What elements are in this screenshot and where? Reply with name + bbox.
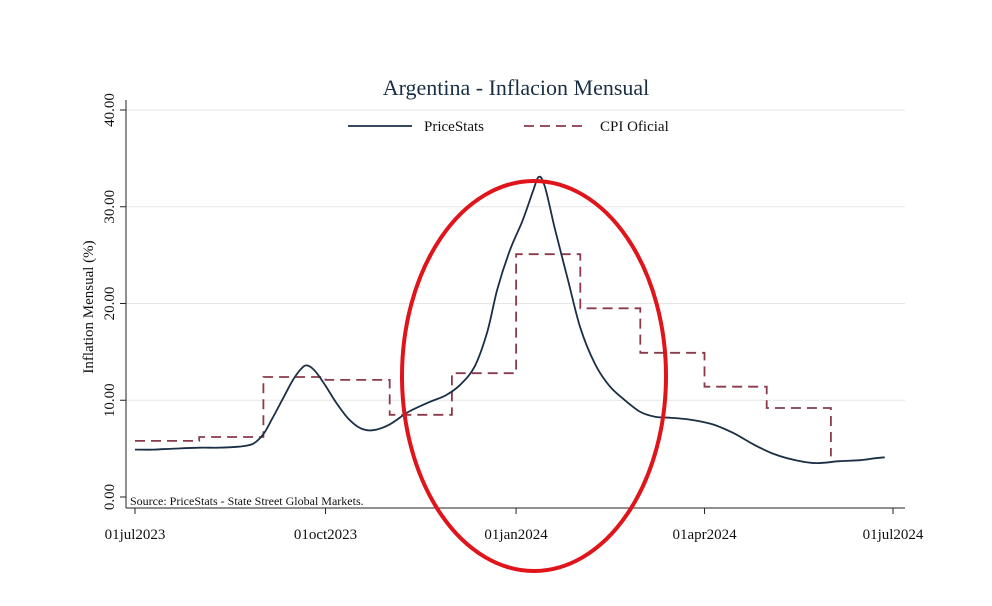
y-tick-label: 10.00 bbox=[102, 383, 118, 417]
source-note: Source: PriceStats - State Street Global… bbox=[130, 494, 364, 508]
legend-label-cpi-oficial: CPI Oficial bbox=[600, 119, 669, 135]
series-layer bbox=[134, 175, 885, 465]
x-ticks: 01jul2023 01oct2023 01jan2024 01apr2024 01ju… bbox=[105, 508, 924, 543]
legend-label-pricestats: PriceStats bbox=[424, 119, 484, 135]
y-axis-label: Inflation Mensual (%) bbox=[81, 240, 97, 373]
series-line-pricestats bbox=[134, 175, 885, 465]
chart-title: Argentina - Inflacion Mensual bbox=[383, 75, 650, 100]
x-tick-label: 01jan2024 bbox=[484, 527, 548, 543]
x-tick-label: 01apr2024 bbox=[672, 527, 737, 543]
x-tick-label: 01oct2023 bbox=[294, 527, 357, 543]
y-tick-label: 30.00 bbox=[102, 190, 118, 224]
y-tick-label: 0.00 bbox=[102, 484, 118, 510]
y-tick-label: 40.00 bbox=[102, 93, 118, 127]
series-line-cpi-oficial bbox=[135, 253, 832, 457]
y-ticks: 0.00 10.00 20.00 30.00 40.00 bbox=[102, 93, 126, 510]
x-tick-label: 01jul2024 bbox=[863, 527, 924, 543]
highlight-ellipse bbox=[400, 179, 668, 573]
y-tick-label: 20.00 bbox=[102, 287, 118, 321]
x-tick-label: 01jul2023 bbox=[105, 527, 166, 543]
legend: PriceStats CPI Oficial bbox=[348, 119, 669, 135]
